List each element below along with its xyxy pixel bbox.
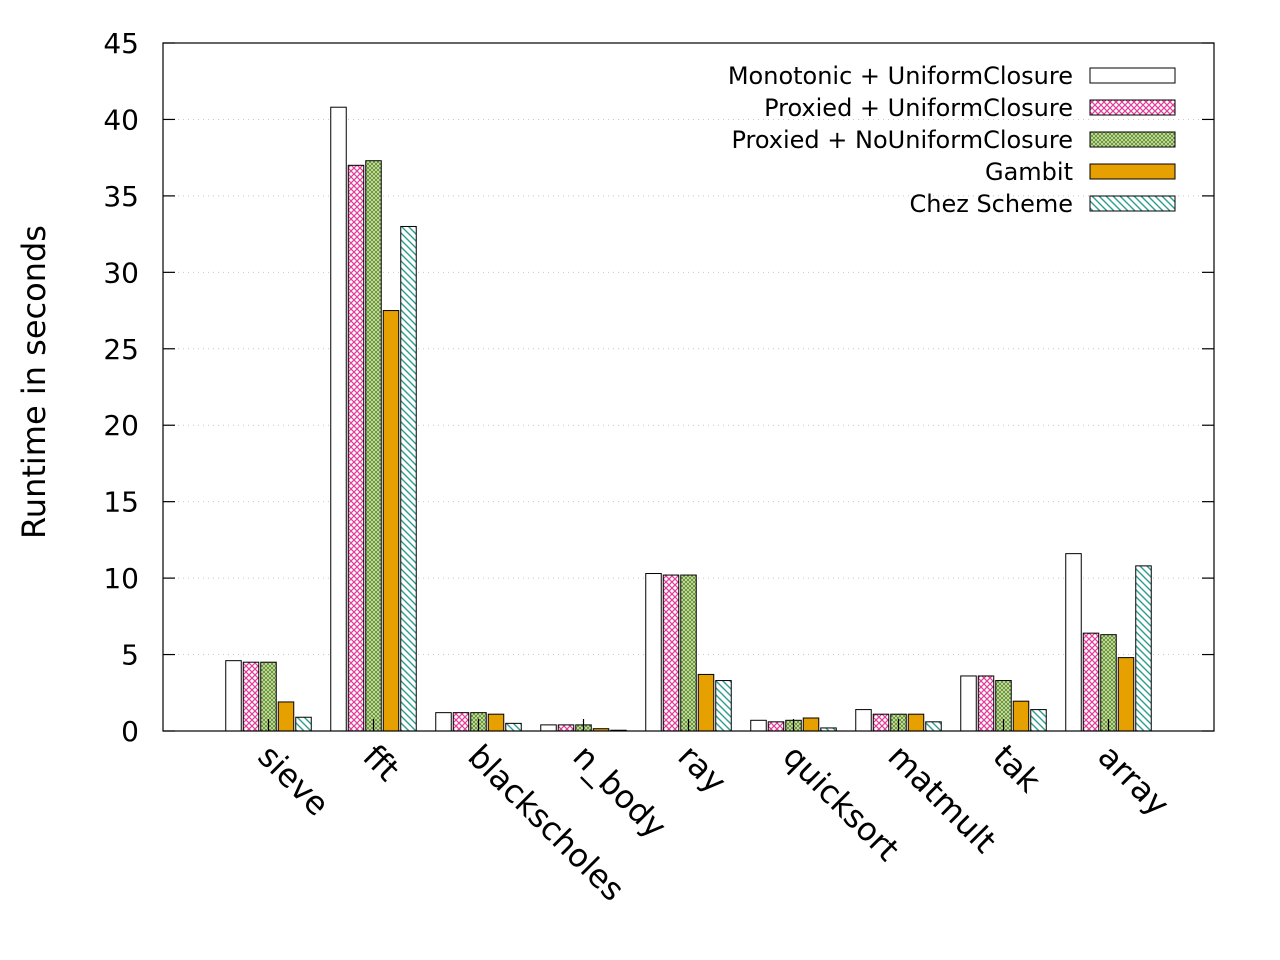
y-axis-title: Runtime in seconds	[15, 225, 53, 539]
bar-array-0	[1065, 553, 1082, 732]
x-tick-label: fft	[356, 737, 407, 788]
y-tick-label: 0	[121, 715, 139, 748]
bar-blackscholes-1	[452, 712, 470, 732]
bar-fft-0	[330, 106, 347, 732]
y-axis: 0 5 10 15 20 25 30 35 40 45	[103, 27, 1214, 748]
bar-array-3	[1117, 657, 1135, 732]
bar-fft-2	[365, 160, 382, 732]
legend-swatch	[1089, 163, 1176, 180]
legend-label: Proxied + UniformClosure	[764, 94, 1073, 122]
legend-label: Chez Scheme	[909, 190, 1073, 218]
y-tick-label: 35	[103, 180, 139, 213]
bar-tak-3	[1012, 700, 1030, 732]
bar-array-4	[1135, 565, 1152, 732]
bar-matmult-4	[925, 721, 942, 732]
x-tick-label: array	[1091, 737, 1177, 823]
bar-sieve-1	[242, 661, 260, 732]
bar-array-2	[1100, 634, 1117, 732]
bar-quicksort-3	[802, 717, 820, 732]
x-tick-label: sieve	[251, 737, 337, 823]
bar-blackscholes-3	[487, 713, 505, 732]
legend-label: Proxied + NoUniformClosure	[731, 126, 1073, 154]
bar-ray-2	[680, 574, 697, 732]
bar-n_body-0	[540, 724, 557, 732]
bar-tak-1	[977, 675, 995, 732]
legend-swatch	[1089, 131, 1176, 148]
legend-label: Gambit	[985, 158, 1073, 186]
legend-swatch	[1089, 99, 1176, 116]
bar-fft-1	[347, 164, 365, 732]
y-tick-label: 45	[103, 27, 139, 60]
bar-quicksort-1	[767, 721, 785, 732]
bar-quicksort-0	[750, 719, 767, 732]
legend: Monotonic + UniformClosure Proxied + Unif…	[728, 62, 1176, 218]
bars	[225, 106, 1152, 732]
legend-swatch	[1089, 195, 1176, 212]
bar-matmult-1	[872, 713, 890, 732]
x-tick-label: n_body	[566, 737, 674, 845]
legend-label: Monotonic + UniformClosure	[728, 62, 1073, 90]
bar-ray-0	[645, 573, 662, 732]
bar-blackscholes-4	[505, 722, 522, 732]
bar-fft-4	[400, 225, 417, 732]
bar-tak-4	[1030, 709, 1047, 732]
bar-ray-1	[662, 574, 680, 732]
y-tick-label: 10	[103, 562, 139, 595]
bar-sieve-4	[295, 716, 312, 732]
bar-matmult-3	[907, 713, 925, 732]
x-tick-label: tak	[986, 737, 1049, 800]
bar-array-1	[1082, 632, 1100, 732]
y-tick-label: 25	[103, 333, 139, 366]
bar-n_body-1	[557, 724, 575, 732]
bar-sieve-0	[225, 660, 242, 732]
legend-swatch	[1089, 67, 1176, 84]
bar-sieve-3	[277, 701, 295, 732]
bar-fft-3	[382, 310, 400, 732]
y-tick-label: 5	[121, 639, 139, 672]
x-tick-label: ray	[671, 737, 734, 800]
bar-blackscholes-0	[435, 712, 452, 732]
y-tick-label: 30	[103, 256, 139, 289]
y-tick-label: 40	[103, 103, 139, 136]
bar-tak-0	[960, 675, 977, 732]
y-tick-label: 15	[103, 486, 139, 519]
bar-ray-4	[715, 680, 732, 732]
y-tick-label: 20	[103, 409, 139, 442]
bar-ray-3	[697, 673, 715, 732]
bar-matmult-0	[855, 709, 872, 732]
